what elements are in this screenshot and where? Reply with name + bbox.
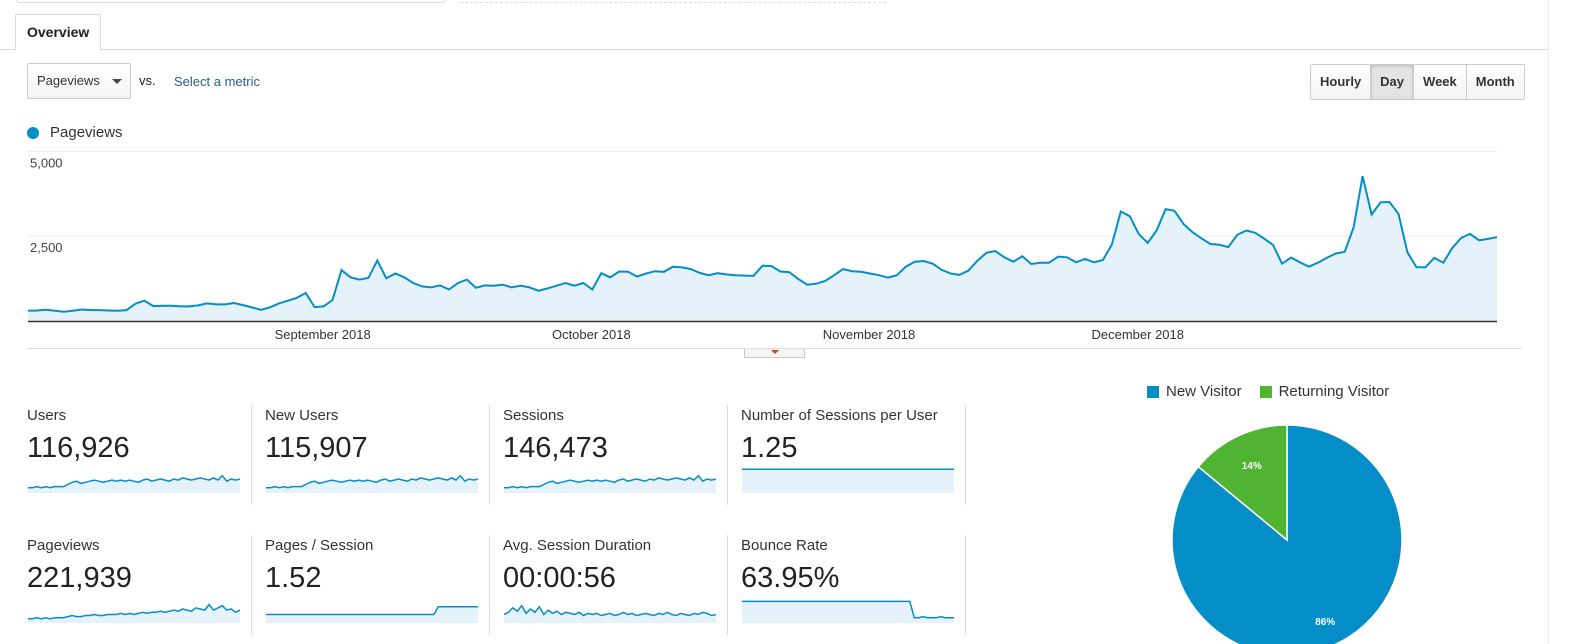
sparkline-area [742,601,954,623]
granularity-week-button[interactable]: Week [1413,65,1466,99]
chart-divider [28,348,1522,349]
pie-slice-returning-visitor[interactable] [1197,424,1288,542]
scorecard-value: 221,939 [27,562,132,594]
sparkline-line [266,474,478,489]
granularity-month-button[interactable]: Month [1465,65,1524,99]
scorecard-sparkline [266,606,478,623]
scorecard-users[interactable]: Users 116,926 [27,407,265,507]
sparkline-area [504,475,716,493]
scorecard-value: 146,473 [503,432,608,464]
scorecard-sparkline [504,604,716,623]
pie-slice-new-visitor[interactable] [1171,424,1403,644]
scorecard-label: Pages / Session [265,537,374,554]
scorecard-separator [489,535,490,635]
tab-bar [0,49,1548,50]
caret-down-icon [771,350,779,354]
granularity-toggle: Hourly Day Week Month [1310,64,1525,100]
granularity-hourly-button[interactable]: Hourly [1311,65,1371,99]
scorecard-value: 00:00:56 [503,562,616,594]
pie-slice-label: 86% [1315,617,1335,628]
pie-legend-item-returning[interactable]: Returning Visitor [1259,383,1390,400]
sparkline-area [28,604,240,623]
metric-dropdown-label: Pageviews [37,73,100,88]
scorecard-value: 63.95% [741,562,840,594]
scorecard-pageviews[interactable]: Pageviews 221,939 [27,537,265,637]
y-tick-label: 5,000 [30,155,63,170]
scorecard-separator [965,535,966,635]
scorecard-sparkline [742,468,954,493]
scorecard-separator [727,535,728,635]
scorecard-separator [489,405,490,505]
pageviews-area [28,176,1497,321]
metric-dropdown[interactable]: Pageviews [27,63,131,99]
scorecard-separator [727,405,728,505]
y-tick-label: 2,500 [30,240,63,255]
scorecard-value: 1.52 [265,562,322,594]
pie-legend-label: Returning Visitor [1278,383,1390,400]
scorecard-sparkline [266,474,478,493]
legend-series-name: Pageviews [50,124,123,141]
scorecard-sessions[interactable]: Sessions 146,473 [503,407,741,507]
scorecard-separator [965,405,966,505]
pageviews-line-chart[interactable]: 5,000 2,500 September 2018 October 2018 Nov… [0,140,1530,345]
scorecard-label: Sessions [503,407,564,424]
square-swatch-icon [1259,385,1272,398]
sparkline-area [266,475,478,493]
scorecard-new-users[interactable]: New Users 115,907 [265,407,503,507]
pie-legend-item-new[interactable]: New Visitor [1147,383,1242,400]
sparkline-line [28,603,240,620]
chart-legend[interactable]: Pageviews [27,124,123,141]
x-tick-label: September 2018 [275,327,371,342]
scorecard-label: Pageviews [27,537,100,554]
sparkline-area [742,469,954,493]
right-divider [1548,0,1549,644]
scorecard-sparkline [28,474,240,493]
scorecard-label: Bounce Rate [741,537,828,554]
pie-slice-label: 14% [1242,461,1262,472]
pie-legend: New Visitor Returning Visitor [1147,383,1407,400]
visitor-type-pie-chart[interactable]: 86% 14% [1160,415,1420,644]
sparkline-line [28,474,240,489]
x-tick-label: December 2018 [1092,327,1185,342]
x-tick-label: October 2018 [552,327,631,342]
select-a-metric-link[interactable]: Select a metric [174,74,260,89]
square-swatch-icon [1147,385,1159,398]
scorecard-pages-session[interactable]: Pages / Session 1.52 [265,537,503,637]
scorecard-value: 115,907 [265,432,368,464]
top-control-stub-2 [460,0,886,3]
collapse-chart-handle[interactable] [744,349,805,358]
scorecard-label: New Users [265,407,339,424]
sparkline-line [742,600,954,619]
legend-dot-icon [27,126,39,139]
scorecard-avg-session-duration[interactable]: Avg. Session Duration 00:00:56 [503,537,741,637]
chevron-down-icon [112,79,122,84]
scorecard-sparkline [28,603,240,623]
top-control-stub [16,0,446,3]
scorecard-value: 1.25 [741,432,798,464]
tab-overview[interactable]: Overview [15,14,102,51]
sparkline-line [266,606,478,616]
x-tick-label: November 2018 [823,327,916,342]
scorecard-label: Users [27,407,67,424]
scorecard-bounce-rate[interactable]: Bounce Rate 63.95% [741,537,979,637]
pie-legend-label: New Visitor [1166,383,1242,400]
vs-label: vs. [139,73,156,88]
scorecard-separator [251,405,252,505]
scorecard-sparkline [504,474,716,493]
sparkline-line [504,604,716,617]
scorecard-label: Number of Sessions per User [741,407,938,424]
sparkline-area [28,475,240,493]
scorecard-separator [251,535,252,635]
sparkline-area [504,605,716,623]
sparkline-line [504,474,716,489]
granularity-day-button[interactable]: Day [1370,65,1414,99]
scorecard-number-of-sessions-per-user[interactable]: Number of Sessions per User 1.25 [741,407,979,507]
scorecard-label: Avg. Session Duration [503,537,652,554]
scorecard-sparkline [742,600,954,623]
pageviews-line [27,175,1498,313]
scorecard-value: 116,926 [27,432,130,464]
